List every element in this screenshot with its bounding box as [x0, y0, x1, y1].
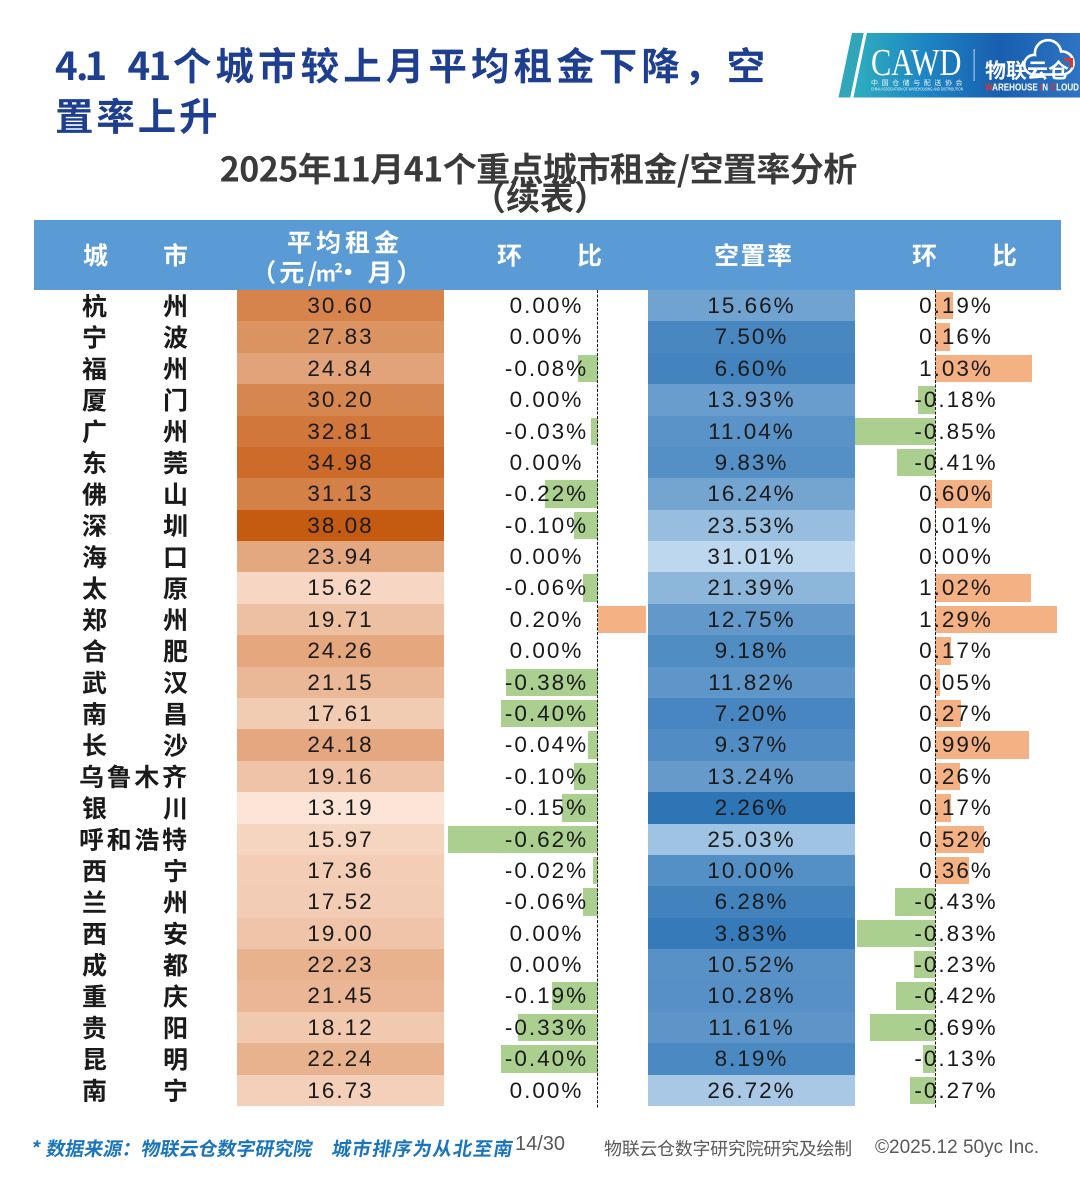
svg-text:WAREHOUSE IN CLOUD: WAREHOUSE IN CLOUD — [985, 82, 1079, 94]
svg-text:CHINA ASSOCIATION OF WAREHOUSI: CHINA ASSOCIATION OF WAREHOUSING AND DIS… — [871, 87, 963, 92]
svg-text:CAWD: CAWD — [871, 42, 961, 84]
